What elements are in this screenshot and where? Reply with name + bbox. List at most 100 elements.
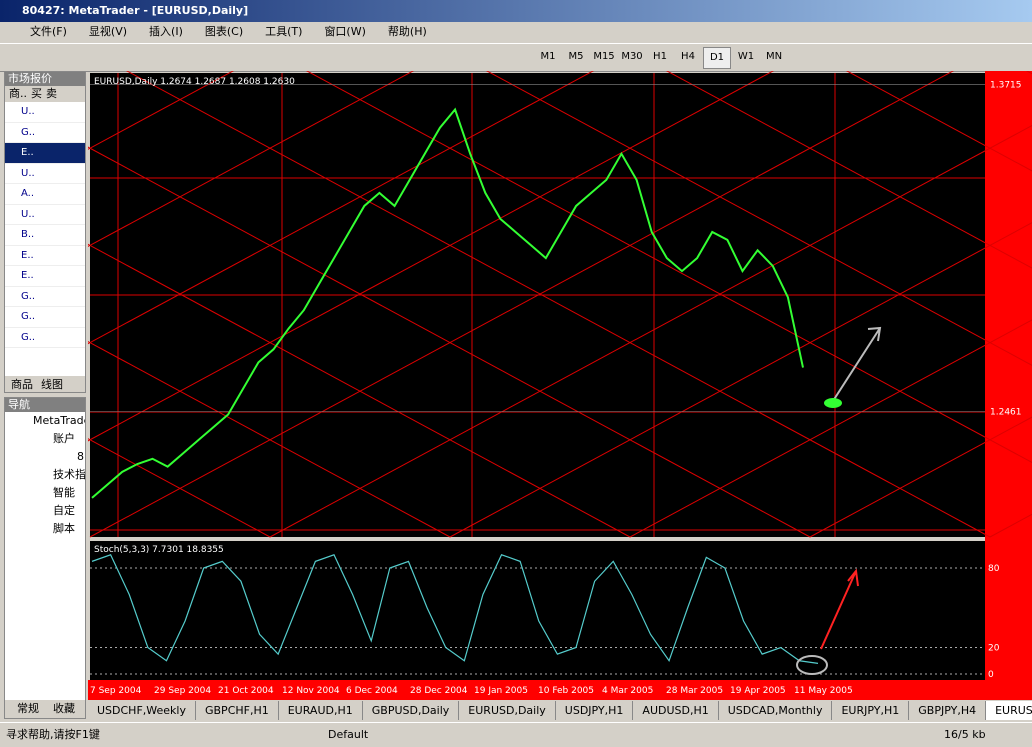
column[interactable]: 商.. [9,87,27,100]
price-line [91,107,804,499]
row[interactable]: G.. [5,328,85,348]
date-label: 28 Mar 2005 [666,686,723,696]
timeframes: M1 M5 M15 M30 H1 H4 D1 W1 MN [535,47,787,69]
row[interactable]: B.. [5,225,85,246]
panel-title: 市场报价 [5,72,85,86]
price-label-bg [986,77,1028,91]
arrow [832,326,882,402]
row[interactable]: E.. [5,143,85,164]
row[interactable]: U.. [5,164,85,184]
menu-item[interactable]: 窗口(W) [324,25,366,38]
row[interactable]: U.. [5,205,85,225]
chart-tab[interactable]: EURUSD,Daily [459,701,556,720]
date-label: 19 Apr 2005 [730,686,786,696]
chart-tab[interactable]: EURJPY,H1 [832,701,910,720]
nav-item[interactable]: 账户 [53,432,75,445]
level-label: 20 [988,644,1000,654]
timeframe[interactable]: W1 [737,51,755,62]
mark [796,655,828,675]
row[interactable]: U.. [5,102,85,123]
tab[interactable]: 常规 [17,702,39,715]
menu-item[interactable]: 工具(T) [265,25,303,38]
chart-tab[interactable]: GBPUSD,Daily [363,701,460,720]
row[interactable]: E.. [5,246,85,266]
tab[interactable]: 收藏 [53,702,75,715]
stoch-header: Stoch(5,3,3) 7.7301 18.8355 [94,545,224,555]
timeframe[interactable]: M30 [621,51,643,62]
chart-tab[interactable]: EURUSD, [986,701,1032,720]
main-panel [90,73,985,537]
nav-item[interactable]: 技术指 [53,468,86,481]
nav-item[interactable]: 智能 [53,486,75,499]
traffic: 16/5 kb [944,728,986,741]
nav-item[interactable]: MetaTrader [33,414,85,427]
menu-item[interactable]: 插入(I) [149,25,183,38]
timeframe[interactable]: D1 [703,47,731,69]
date-label: 7 Sep 2004 [90,686,142,696]
timeframe[interactable]: M15 [593,51,615,62]
chart-tab[interactable]: USDCAD,Monthly [719,701,833,720]
menu-item[interactable]: 显视(V) [88,25,128,38]
rows: U.. G.. E.. U.. A.. U.. B.. E.. E.. G.. G.. G.. [5,102,85,348]
menu-item[interactable]: 帮助(H) [387,25,427,38]
timeframe[interactable]: MN [765,51,783,62]
column[interactable]: 卖 [46,87,57,100]
chart: 1.3715 1.2461 EURUSD,Daily 1.2674 1.2687 1… [88,71,1032,700]
row[interactable]: G.. [5,287,85,307]
chart-tab[interactable]: USDJPY,H1 [556,701,634,720]
status-bar: 寻求帮助,请按F1键 Default 16/5 kb [0,722,1032,747]
grid-line [845,71,1032,172]
chart-tab[interactable]: EURAUD,H1 [279,701,363,720]
date-bar [88,680,985,700]
columns: 商.. 买卖 [5,86,85,102]
date-label: 11 May 2005 [794,686,853,696]
date-label: 29 Sep 2004 [154,686,211,696]
grid-line [485,71,1032,366]
row[interactable]: E.. [5,266,85,287]
grid-line [88,243,631,538]
date-label: 19 Jan 2005 [474,686,528,696]
grid-line [88,146,811,538]
row[interactable]: A.. [5,184,85,205]
panel-title: 导航 [5,398,85,412]
chart-header: EURUSD,Daily 1.2674 1.2687 1.2608 1.2630 [94,77,295,87]
date-label: 28 Dec 2004 [410,686,468,696]
price-label-bg [986,404,1028,418]
timeframe[interactable]: H1 [653,51,667,62]
price-label: 1.3715 [990,81,1022,91]
stoch-panel [90,541,985,680]
arrow [820,568,859,650]
menu-item[interactable]: 文件(F) [30,25,67,38]
market-watch: 市场报价 商.. 买卖 U.. G.. E.. U.. A.. U.. B.. E.. E.. G.… [4,71,86,393]
grid-line [88,71,235,150]
menu-item[interactable]: 图表(C) [204,25,244,38]
row[interactable]: G.. [5,123,85,143]
chart-tab[interactable]: AUDUSD,H1 [633,701,719,720]
price-scale [985,71,1032,700]
column[interactable]: 买 [31,87,42,100]
tab[interactable]: 商品 [11,378,33,391]
tab[interactable]: 线图 [41,378,63,391]
level-label: 0 [988,670,994,680]
chart-tab[interactable]: GBPJPY,H4 [909,701,987,720]
grid-line [125,71,991,538]
help: 寻求帮助,请按F1键 [6,728,100,741]
timeframe[interactable]: M1 [540,51,556,62]
grid-line [88,438,271,538]
nav-item[interactable]: 脚本 [53,522,75,535]
grid-line [88,340,451,538]
nav-item[interactable]: 自定 [53,504,75,517]
stoch-line [91,554,819,664]
tabs: 常规 收藏 [5,700,85,718]
grid-line [88,71,415,248]
row[interactable]: G.. [5,307,85,328]
timeframe[interactable]: H4 [681,51,695,62]
chart-tab[interactable]: USDCHF,Weekly [88,701,196,720]
timeframe[interactable]: M5 [568,51,584,62]
nav-item[interactable]: 8 [77,450,84,463]
chart-tab[interactable]: GBPCHF,H1 [196,701,279,720]
grid-line [665,71,1032,269]
